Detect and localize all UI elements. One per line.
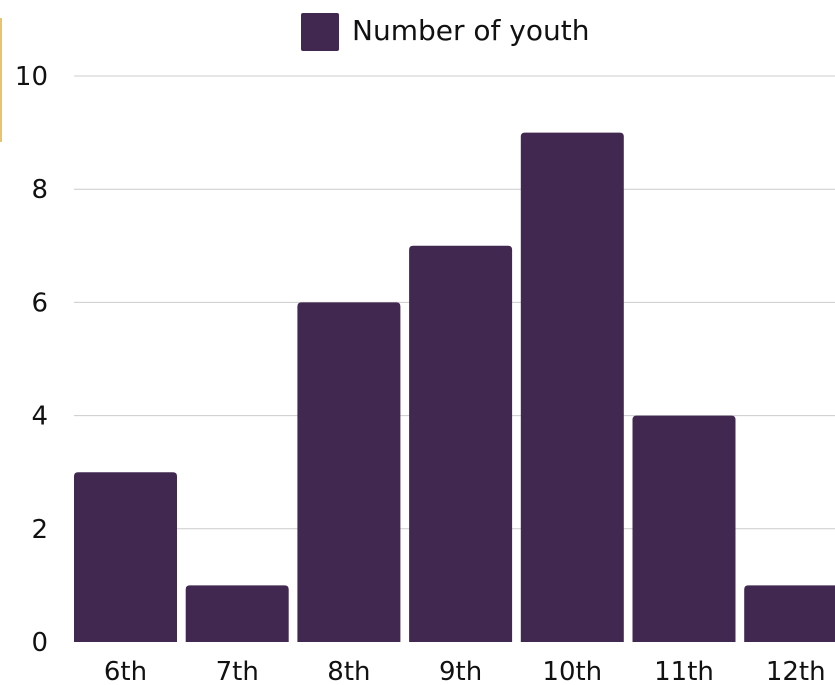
x-tick-label-8th: 8th bbox=[327, 657, 370, 685]
bar-8th bbox=[297, 302, 400, 642]
legend-label: Number of youth bbox=[352, 14, 589, 47]
y-tick-label-4: 4 bbox=[31, 402, 48, 432]
bar-6th bbox=[74, 472, 177, 642]
x-axis-ticks: 6th 7th 8th 9th 10th 11th 12th bbox=[104, 657, 826, 685]
x-tick-label-12th: 12th bbox=[766, 657, 826, 685]
y-axis-ticks: 0 2 4 6 8 10 bbox=[15, 62, 48, 658]
x-tick-label-10th: 10th bbox=[542, 657, 602, 685]
x-tick-label-11th: 11th bbox=[654, 657, 714, 685]
x-tick-label-9th: 9th bbox=[439, 657, 482, 685]
bars bbox=[74, 133, 835, 642]
bar-7th bbox=[186, 585, 289, 642]
y-tick-label-8: 8 bbox=[31, 175, 48, 205]
bar-11th bbox=[633, 416, 736, 642]
x-tick-label-7th: 7th bbox=[216, 657, 259, 685]
x-tick-label-6th: 6th bbox=[104, 657, 147, 685]
legend: Number of youth bbox=[301, 13, 589, 51]
y-tick-label-0: 0 bbox=[31, 628, 48, 658]
bar-9th bbox=[409, 246, 512, 642]
y-tick-label-2: 2 bbox=[31, 515, 48, 545]
legend-swatch bbox=[301, 13, 339, 51]
y-tick-label-6: 6 bbox=[31, 288, 48, 318]
y-tick-label-10: 10 bbox=[15, 62, 48, 92]
bar-12th bbox=[744, 585, 835, 642]
bar-10th bbox=[521, 133, 624, 642]
